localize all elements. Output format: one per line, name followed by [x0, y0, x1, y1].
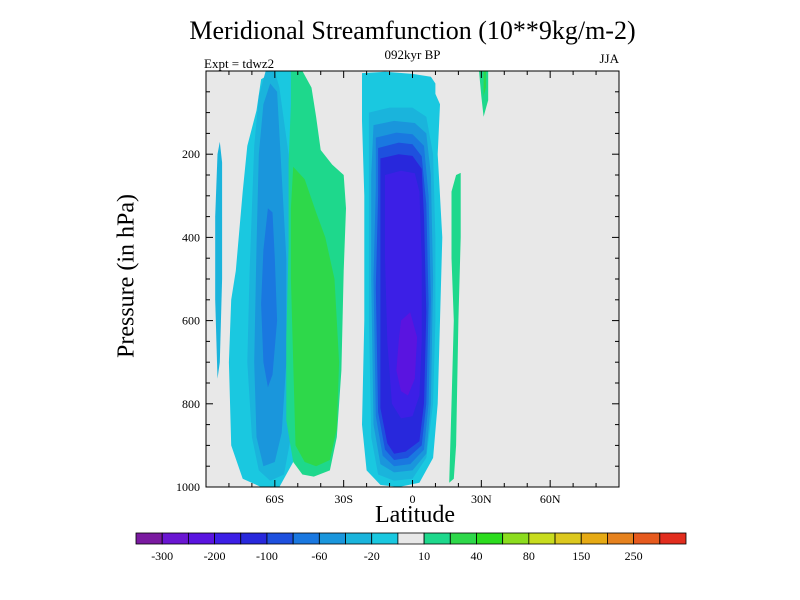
- colorbar-label: -100: [256, 549, 278, 563]
- colorbar-swatch: [292, 532, 320, 545]
- x-tick-label: 60S: [265, 492, 284, 506]
- colorbar-swatch: [161, 532, 189, 545]
- colorbar-swatch: [214, 532, 242, 545]
- colorbar-swatch: [266, 532, 294, 545]
- contour-fill-tropical-ascending-cell: [396, 312, 418, 396]
- colorbar-swatch: [345, 532, 373, 545]
- colorbar-swatch: [397, 532, 425, 545]
- colorbar-swatch: [318, 532, 346, 545]
- colorbar-swatch: [580, 532, 608, 545]
- x-tick-label: 30S: [334, 492, 353, 506]
- x-tick-label: 0: [410, 492, 416, 506]
- contour-fill-northern-upper-lobe: [483, 71, 486, 96]
- colorbar-swatch: [240, 532, 268, 545]
- colorbar-swatch: [607, 532, 635, 545]
- colorbar-swatch: [449, 532, 477, 545]
- x-tick-label: 60N: [540, 492, 561, 506]
- colorbar-label: -20: [364, 549, 380, 563]
- axes: 60S 30S 0 30N 60N 200 400 600 800 1000: [176, 70, 620, 506]
- colorbar-swatch: [502, 532, 530, 545]
- y-tick-label: 200: [182, 147, 200, 161]
- colorbar-swatch: [423, 532, 451, 545]
- colorbar-label: 150: [572, 549, 590, 563]
- colorbar-label: -60: [311, 549, 327, 563]
- colorbar: -300 -200 -100 -60 -20 10 40 80 150 250: [135, 532, 687, 563]
- x-axis-label: Latitude: [375, 502, 455, 528]
- contour-fill-polar-west-sliver: [215, 141, 223, 379]
- season-annotation: JJA: [599, 51, 619, 66]
- y-tick-label: 800: [182, 397, 200, 411]
- contour-fill-northern-subtropical-band: [449, 172, 461, 483]
- contour-fill-southern-descending-cell: [261, 208, 278, 388]
- chart-subtitle: 092kyr BP: [384, 47, 441, 62]
- colorbar-swatch: [476, 532, 504, 545]
- colorbar-swatch: [633, 532, 661, 545]
- colorbar-swatch: [371, 532, 399, 545]
- colorbar-swatch: [135, 532, 163, 545]
- colorbar-label: 250: [625, 549, 643, 563]
- colorbar-label: -300: [151, 549, 173, 563]
- contour-fill-southern-ferrel-cell: [290, 166, 340, 467]
- colorbar-swatch: [528, 532, 556, 545]
- y-tick-label: 600: [182, 314, 200, 328]
- experiment-annotation: Expt = tdwz2: [204, 56, 275, 71]
- y-tick-label: 1000: [176, 480, 200, 494]
- colorbar-label: 10: [418, 549, 430, 563]
- colorbar-swatch: [659, 532, 687, 545]
- y-tick-label: 400: [182, 230, 200, 244]
- x-tick-label: 30N: [471, 492, 492, 506]
- plot-area: [206, 71, 619, 487]
- colorbar-label: 80: [523, 549, 535, 563]
- colorbar-label: -200: [204, 549, 226, 563]
- chart-title: Meridional Streamfunction (10**9kg/m-2): [189, 16, 636, 45]
- colorbar-swatch: [187, 532, 215, 545]
- colorbar-label: 40: [470, 549, 482, 563]
- colorbar-swatch: [554, 532, 582, 545]
